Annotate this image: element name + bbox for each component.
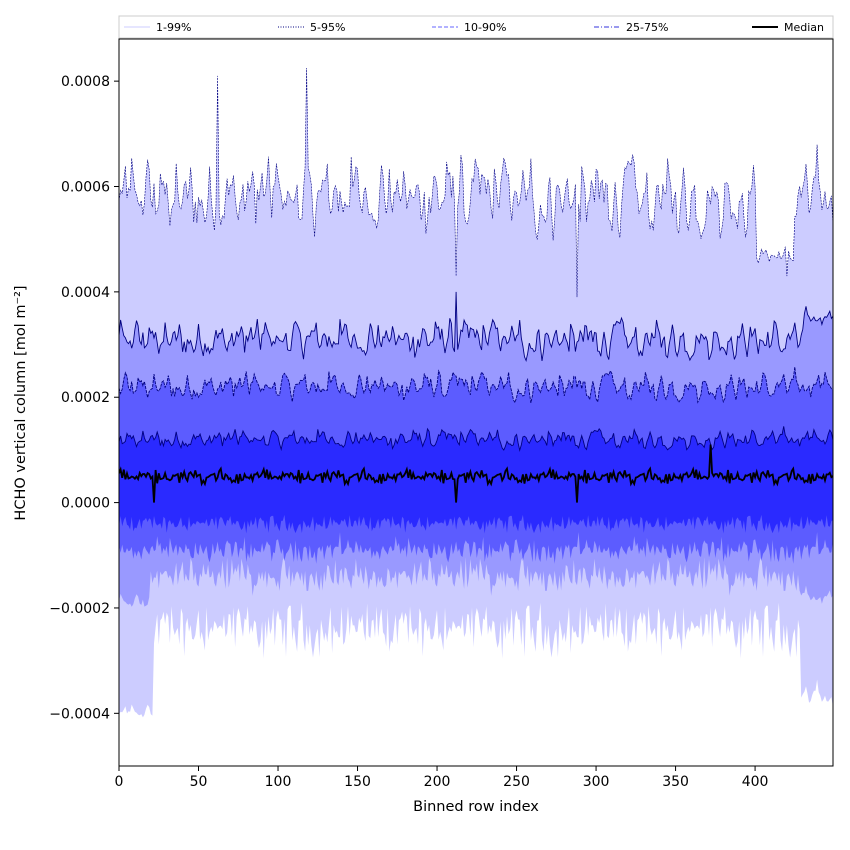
y-tick-label: 0.0000 (61, 496, 110, 512)
x-tick-label: 50 (190, 774, 208, 790)
x-tick-label: 350 (662, 774, 689, 790)
legend: 1-99% 5-95% 10-90% 25-75% Median (118, 15, 834, 39)
median-line (119, 444, 833, 503)
band-edge-25-75% (119, 426, 833, 452)
x-axis-label: Binned row index (413, 799, 539, 815)
legend-label: 5-95% (310, 21, 345, 34)
x-tick-label: 100 (265, 774, 292, 790)
y-axis: −0.0004 −0.0002 0.0000 0.0002 0.0004 0.0006 0.… (49, 74, 119, 722)
y-axis-label: HCHO vertical column [mol m⁻²] (13, 285, 29, 520)
band-edge-10-90% (119, 366, 833, 404)
y-tick-label: 0.0004 (61, 285, 110, 301)
legend-box (118, 15, 834, 39)
x-tick-label: 250 (503, 774, 530, 790)
legend-label: 25-75% (626, 21, 668, 34)
y-tick-label: −0.0002 (49, 601, 110, 617)
x-tick-label: 0 (115, 774, 124, 790)
band-edge-1-99% (119, 67, 833, 298)
y-tick-label: −0.0004 (49, 706, 110, 722)
plot-frame (118, 38, 834, 767)
x-tick-label: 300 (583, 774, 610, 790)
y-tick-label: 0.0006 (61, 180, 110, 196)
x-tick-label: 400 (742, 774, 769, 790)
band-25-75% (119, 426, 833, 534)
y-tick-label: 0.0002 (61, 390, 110, 406)
y-tick-label: 0.0008 (61, 74, 110, 90)
x-axis: 0 50 100 150 200 250 300 350 400 (115, 766, 769, 790)
band-edge-5-95% (119, 291, 833, 362)
legend-label: Median (784, 21, 824, 34)
x-tick-label: 150 (344, 774, 371, 790)
plot-area (119, 67, 833, 718)
legend-label: 1-99% (156, 21, 191, 34)
x-tick-label: 200 (424, 774, 451, 790)
legend-label: 10-90% (464, 21, 506, 34)
